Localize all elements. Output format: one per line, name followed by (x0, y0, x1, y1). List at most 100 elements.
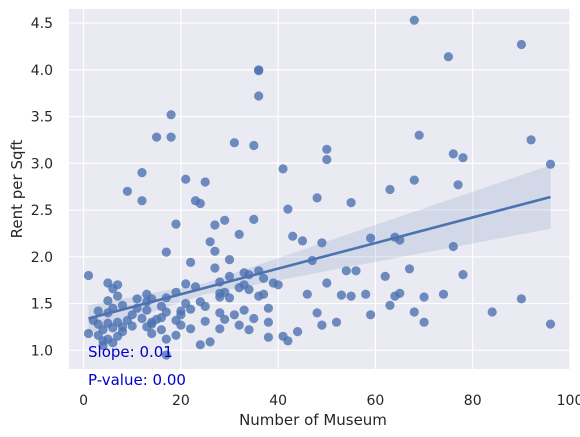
data-point (210, 220, 220, 230)
data-point (215, 324, 225, 334)
data-point (409, 15, 419, 25)
data-point (259, 289, 269, 299)
data-point (263, 303, 273, 313)
data-point (380, 271, 390, 281)
data-point (239, 305, 249, 315)
data-point (205, 337, 215, 347)
data-point (336, 290, 346, 300)
y-tick-label: 1.5 (31, 297, 53, 313)
data-point (234, 320, 244, 330)
data-point (220, 215, 230, 225)
data-point (205, 237, 215, 247)
data-point (210, 263, 220, 273)
data-point (259, 273, 269, 283)
y-tick-label: 4.0 (31, 63, 53, 79)
data-point (366, 310, 376, 320)
data-point (93, 306, 103, 316)
data-point (195, 198, 205, 209)
data-point (83, 328, 94, 339)
x-tick-label: 100 (557, 393, 580, 409)
data-point (322, 154, 332, 165)
data-point (297, 236, 308, 246)
data-point (317, 320, 327, 330)
data-point (161, 307, 171, 317)
data-point (453, 180, 463, 190)
data-point (113, 291, 123, 301)
data-point (171, 219, 181, 229)
data-point (366, 233, 376, 243)
data-point (152, 132, 162, 142)
y-axis-label: Rent per Sqft (8, 140, 26, 239)
data-point (181, 279, 191, 289)
y-tick-label: 3.0 (31, 156, 53, 172)
data-point (395, 288, 405, 298)
data-point (293, 327, 303, 337)
data-point (346, 198, 356, 208)
data-point (312, 193, 322, 203)
data-point (122, 186, 132, 196)
slope-annotation: Slope: 0.01 (88, 343, 173, 361)
data-point (278, 164, 288, 174)
data-point (302, 289, 312, 299)
x-tick-label: 60 (367, 393, 385, 409)
data-point (385, 184, 395, 195)
x-tick-label: 80 (464, 393, 482, 409)
data-point (113, 280, 123, 290)
data-point (229, 310, 239, 320)
data-point (137, 168, 147, 178)
data-point (361, 289, 371, 299)
y-tick-label: 2.0 (31, 250, 53, 266)
data-point (317, 238, 327, 248)
data-point (166, 132, 176, 142)
data-point (249, 214, 259, 224)
x-tick-label: 20 (172, 393, 190, 409)
data-point (331, 317, 342, 327)
data-point (186, 257, 196, 267)
data-point (181, 174, 191, 184)
data-point (224, 271, 235, 281)
data-point (127, 310, 137, 320)
data-point (526, 135, 536, 145)
data-point (132, 294, 142, 304)
data-point (137, 196, 147, 206)
data-point (249, 313, 259, 324)
data-point (458, 153, 468, 163)
data-point (234, 229, 244, 239)
data-point (419, 292, 429, 302)
data-point (186, 324, 196, 334)
data-point (404, 264, 415, 274)
data-point (210, 246, 220, 256)
data-point (244, 325, 254, 335)
data-point (108, 338, 118, 348)
x-tick-labels: 0 20 40 60 80 100 (79, 393, 580, 409)
data-point (351, 266, 361, 276)
data-point (516, 294, 527, 304)
x-tick-label: 40 (269, 393, 287, 409)
data-point (176, 320, 186, 330)
data-point (448, 241, 458, 252)
data-point (224, 255, 235, 265)
data-point (487, 307, 497, 317)
data-point (409, 307, 419, 317)
data-point (156, 325, 166, 335)
data-point (244, 284, 254, 295)
data-point (458, 270, 468, 280)
p-value-annotation: P-value: 0.00 (88, 371, 186, 389)
x-tick-label: 0 (79, 393, 88, 409)
confidence-band (88, 165, 551, 334)
data-point (254, 91, 264, 101)
data-point (186, 304, 196, 314)
data-point (385, 300, 395, 310)
y-tick-label: 2.5 (31, 203, 53, 219)
data-point (166, 110, 176, 120)
data-point (448, 149, 458, 159)
data-point (103, 296, 113, 306)
data-point (516, 39, 527, 50)
data-point (220, 314, 230, 324)
data-point (312, 308, 322, 318)
data-point (443, 52, 453, 62)
data-point (224, 293, 235, 303)
data-point (263, 317, 273, 327)
data-point (117, 322, 128, 332)
